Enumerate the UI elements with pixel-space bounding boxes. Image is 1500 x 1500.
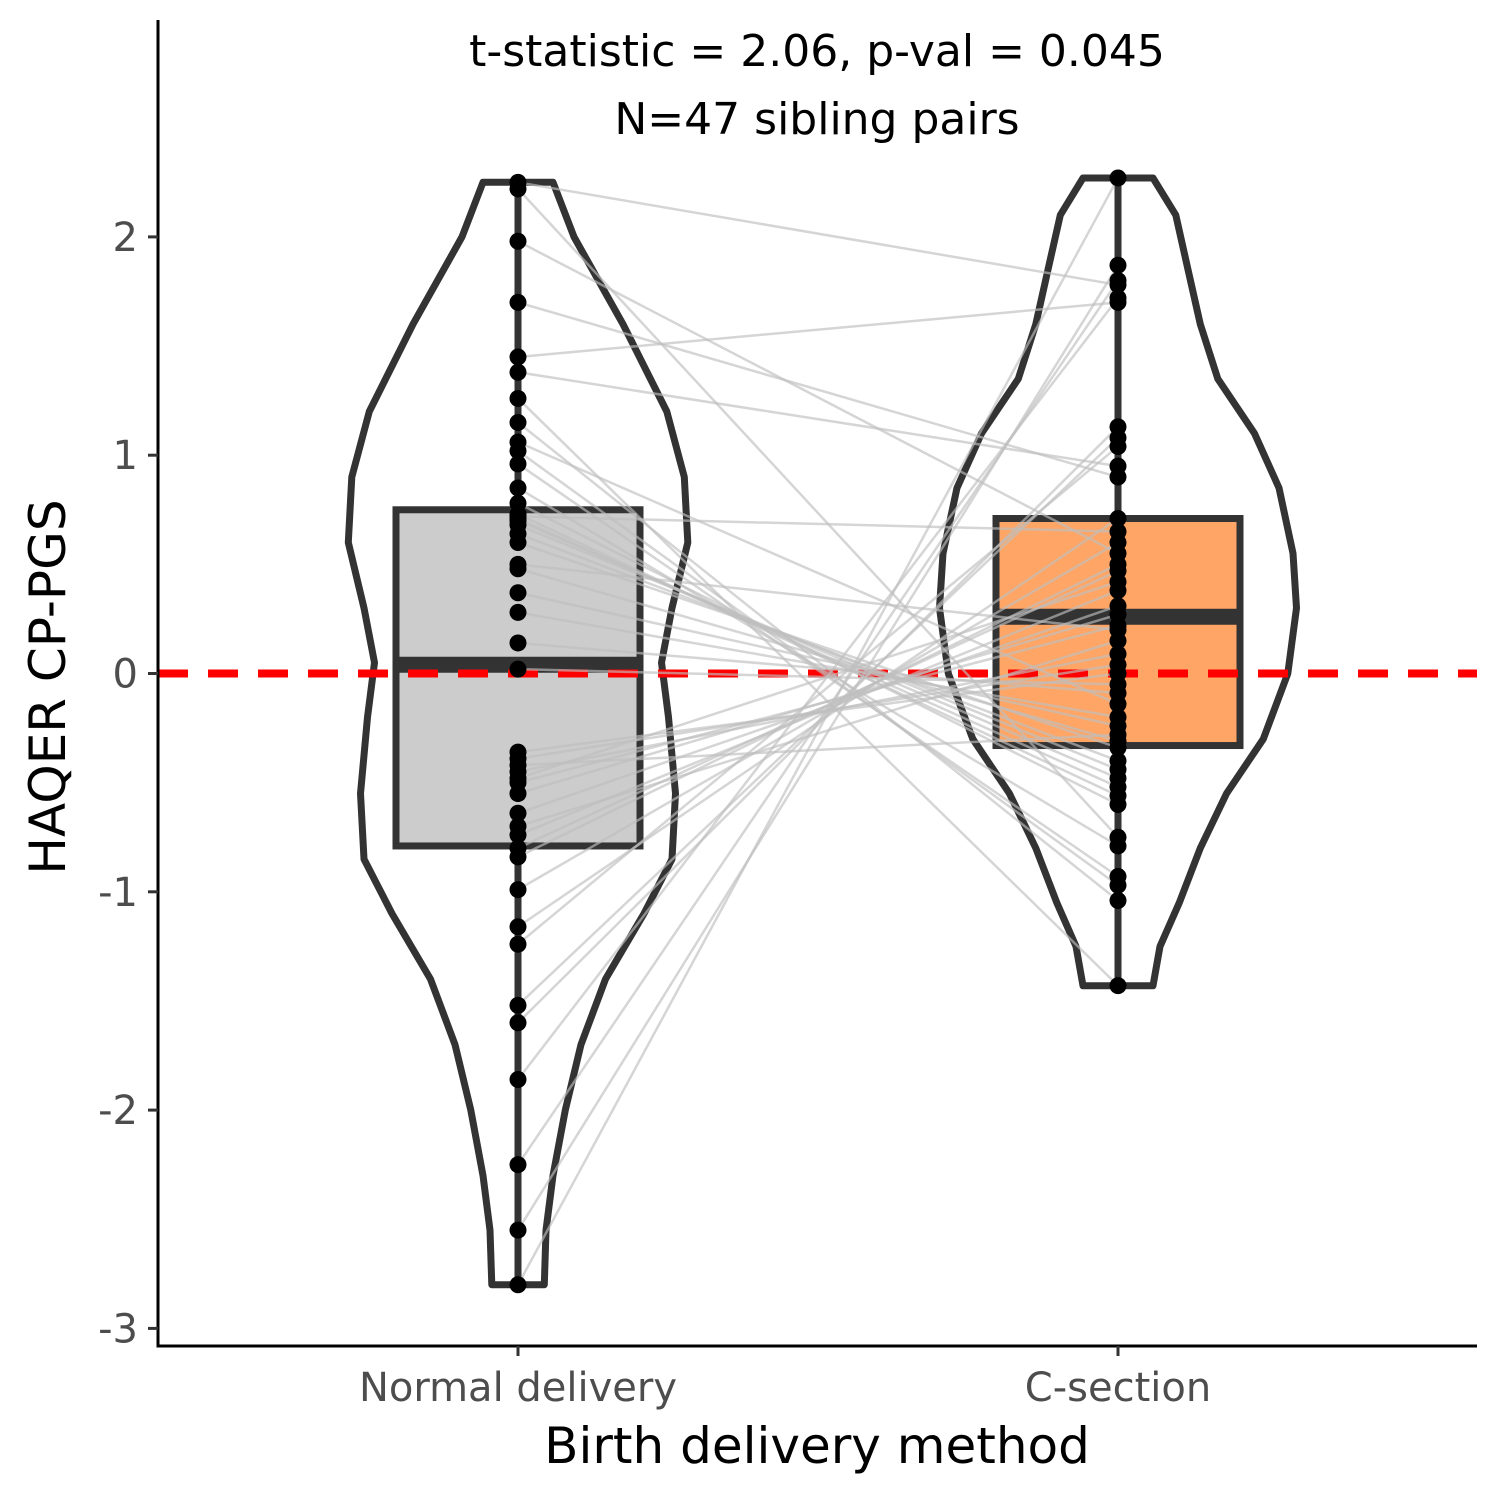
point-c-section-45 bbox=[1109, 695, 1127, 713]
point-normal-delivery-3 bbox=[509, 1156, 527, 1174]
pair-line-47 bbox=[517, 181, 1119, 287]
point-normal-delivery-11 bbox=[509, 839, 527, 857]
violin-normal-delivery bbox=[344, 178, 692, 1289]
pair-line-39 bbox=[517, 240, 1119, 555]
pair-line-5 bbox=[517, 425, 1119, 1024]
point-normal-delivery-47 bbox=[509, 173, 527, 191]
point-c-section-46 bbox=[1109, 523, 1127, 541]
point-c-section-24 bbox=[1109, 739, 1127, 757]
pair-line-41 bbox=[517, 639, 1119, 828]
pair-line-43 bbox=[517, 733, 1119, 767]
pair-line-1 bbox=[516, 177, 1120, 1286]
point-normal-delivery-35 bbox=[509, 389, 527, 407]
point-normal-delivery-7 bbox=[509, 935, 527, 953]
point-normal-delivery-42 bbox=[509, 769, 527, 787]
point-normal-delivery-4 bbox=[509, 1071, 527, 1089]
point-normal-delivery-22 bbox=[509, 584, 527, 602]
point-normal-delivery-32 bbox=[509, 455, 527, 473]
pair-line-21 bbox=[517, 611, 1119, 719]
pair-line-15 bbox=[517, 624, 1119, 784]
pair-line-9 bbox=[517, 541, 1119, 891]
point-c-section-30 bbox=[1109, 795, 1127, 813]
point-normal-delivery-38 bbox=[509, 293, 527, 311]
y-tick-label: -3 bbox=[98, 1306, 138, 1352]
point-normal-delivery-19 bbox=[509, 660, 527, 678]
pair-line-33 bbox=[517, 449, 1119, 887]
y-tick-label: 1 bbox=[113, 433, 138, 479]
pair-line-46 bbox=[517, 515, 1119, 533]
pair-line-30 bbox=[517, 502, 1119, 806]
point-normal-delivery-46 bbox=[509, 507, 527, 525]
pair-line-34 bbox=[517, 421, 1119, 902]
point-c-section-44 bbox=[1109, 621, 1127, 639]
y-tick-label: -2 bbox=[98, 1088, 138, 1134]
pair-line-8 bbox=[517, 517, 1119, 928]
pair-line-40 bbox=[517, 188, 1119, 839]
pair-line-24 bbox=[517, 541, 1119, 749]
point-normal-delivery-1 bbox=[509, 1276, 527, 1294]
point-normal-delivery-43 bbox=[509, 756, 527, 774]
point-normal-delivery-30 bbox=[509, 494, 527, 512]
y-tick-label: 0 bbox=[113, 652, 138, 698]
point-c-section-2 bbox=[1109, 256, 1127, 274]
pair-line-42 bbox=[517, 580, 1119, 780]
stats-annotation-line-1: t-statistic = 2.06, p-val = 0.045 bbox=[469, 26, 1165, 77]
pair-line-44 bbox=[517, 563, 1119, 632]
point-normal-delivery-9 bbox=[509, 881, 527, 899]
point-normal-delivery-36 bbox=[509, 363, 527, 381]
pair-line-37 bbox=[517, 301, 1119, 359]
point-normal-delivery-13 bbox=[509, 804, 527, 822]
point-c-section-38 bbox=[1109, 468, 1127, 486]
point-c-section-1 bbox=[1109, 169, 1127, 187]
point-normal-delivery-39 bbox=[509, 232, 527, 250]
pair-line-32 bbox=[517, 462, 1119, 878]
point-normal-delivery-31 bbox=[509, 479, 527, 497]
pair-line-13 bbox=[517, 604, 1119, 815]
plot-area bbox=[158, 169, 1477, 1294]
point-c-section-40 bbox=[1109, 828, 1127, 846]
pair-line-36 bbox=[517, 371, 1119, 468]
point-normal-delivery-45 bbox=[509, 433, 527, 451]
point-normal-delivery-20 bbox=[509, 634, 527, 652]
point-normal-delivery-44 bbox=[509, 555, 527, 573]
point-normal-delivery-37 bbox=[509, 348, 527, 366]
point-c-section-35 bbox=[1109, 977, 1127, 995]
point-c-section-42 bbox=[1109, 573, 1127, 591]
point-c-section-43 bbox=[1109, 726, 1127, 744]
point-normal-delivery-2 bbox=[509, 1221, 527, 1239]
point-normal-delivery-8 bbox=[509, 918, 527, 936]
y-tick-label: 2 bbox=[113, 215, 138, 261]
y-tick-label: -1 bbox=[98, 870, 138, 916]
violin-c-section bbox=[936, 174, 1300, 990]
point-c-section-8 bbox=[1109, 510, 1127, 528]
point-c-section-7 bbox=[1109, 437, 1127, 455]
y-axis-title: HAQER CP-PGS bbox=[19, 499, 77, 874]
pair-line-19 bbox=[517, 667, 1119, 686]
point-normal-delivery-6 bbox=[509, 996, 527, 1014]
point-normal-delivery-18 bbox=[509, 743, 527, 761]
point-c-section-33 bbox=[1109, 876, 1127, 894]
x-tick-label: C-section bbox=[1025, 1365, 1211, 1411]
axes: 2 1 0 -1 -2 -3 Normal delivery C-section bbox=[98, 20, 1477, 1411]
stats-annotation-line-2: N=47 sibling pairs bbox=[614, 94, 1019, 145]
pair-line-18 bbox=[517, 672, 1119, 754]
x-axis-title: Birth delivery method bbox=[544, 1417, 1090, 1475]
point-normal-delivery-5 bbox=[509, 1014, 527, 1032]
pair-line-45 bbox=[517, 440, 1119, 706]
point-c-section-34 bbox=[1109, 892, 1127, 910]
point-normal-delivery-34 bbox=[509, 413, 527, 431]
pair-line-4 bbox=[517, 297, 1119, 1081]
pair-line-38 bbox=[517, 301, 1119, 479]
point-c-section-39 bbox=[1109, 544, 1127, 562]
point-normal-delivery-41 bbox=[509, 817, 527, 835]
point-c-section-47 bbox=[1109, 276, 1127, 294]
point-normal-delivery-21 bbox=[509, 603, 527, 621]
x-tick-label: Normal delivery bbox=[359, 1365, 677, 1411]
pair-line-35 bbox=[517, 397, 1119, 987]
pair-line-22 bbox=[517, 591, 1119, 728]
point-c-section-37 bbox=[1109, 293, 1127, 311]
